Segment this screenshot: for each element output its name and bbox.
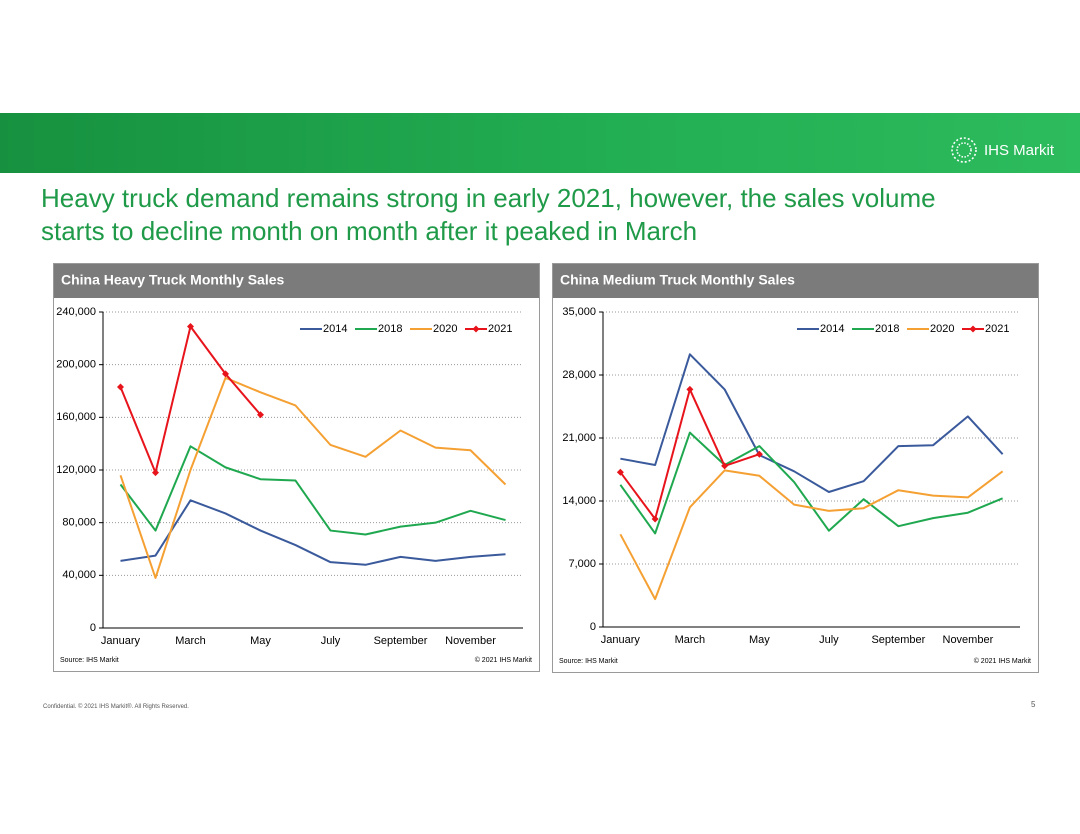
x-tick-label: March	[175, 635, 206, 647]
data-point	[187, 322, 194, 330]
legend-label: 2020	[433, 323, 457, 335]
x-tick-label: September	[871, 634, 925, 646]
x-tick-label: May	[749, 634, 770, 646]
y-tick-label: 0	[590, 621, 596, 633]
y-tick-label: 160,000	[56, 411, 96, 423]
series-line	[119, 376, 507, 579]
slide-title: Heavy truck demand remains strong in ear…	[41, 183, 936, 246]
legend-label: 2014	[323, 323, 347, 335]
legend-label: 2018	[378, 323, 402, 335]
x-tick-label: January	[601, 634, 641, 646]
series-line	[120, 499, 506, 566]
y-tick-label: 0	[90, 622, 96, 634]
y-tick-label: 14,000	[562, 495, 596, 507]
source-note: Source: IHS Markit	[60, 657, 119, 664]
legend-label: 2021	[985, 323, 1009, 335]
x-tick-label: May	[250, 635, 271, 647]
y-tick-label: 40,000	[62, 569, 96, 581]
legend-marker	[969, 325, 977, 333]
y-tick-label: 120,000	[56, 464, 96, 476]
series-line	[619, 469, 1004, 601]
legend-marker	[472, 325, 480, 333]
data-point	[721, 462, 729, 470]
series-line	[620, 353, 1004, 493]
chart-header	[553, 264, 1038, 298]
data-point	[651, 515, 659, 523]
data-point	[152, 469, 159, 477]
y-tick-label: 35,000	[562, 306, 596, 318]
x-tick-label: September	[374, 635, 428, 647]
logo-text: IHS Markit	[983, 141, 1054, 159]
chart-panel	[552, 263, 1039, 673]
data-point	[257, 411, 264, 419]
data-point	[117, 383, 124, 391]
logo: IHS Markit	[949, 135, 1054, 165]
page-number: 5	[1031, 700, 1036, 709]
logo-icon	[951, 137, 977, 163]
chart-panel	[53, 263, 540, 672]
y-tick-label: 80,000	[62, 517, 96, 529]
legend-label: 2014	[820, 323, 844, 335]
y-tick-label: 240,000	[56, 306, 96, 318]
x-tick-label: January	[101, 635, 141, 647]
data-point	[755, 450, 763, 458]
x-tick-label: July	[819, 634, 839, 646]
header-band	[0, 113, 1080, 173]
data-point	[222, 370, 229, 378]
x-tick-label: March	[675, 634, 706, 646]
series-line	[119, 445, 506, 536]
y-tick-label: 21,000	[562, 432, 596, 444]
x-tick-label: July	[321, 635, 341, 647]
chart-title: China Medium Truck Monthly Sales	[560, 272, 795, 288]
chart-header	[54, 264, 539, 298]
series-line	[619, 431, 1004, 535]
copyright-note: © 2021 IHS Markit	[475, 656, 532, 664]
y-tick-label: 28,000	[562, 369, 596, 381]
data-point	[616, 468, 624, 476]
chart-title: China Heavy Truck Monthly Sales	[61, 272, 285, 288]
source-note: Source: IHS Markit	[559, 658, 618, 665]
x-tick-label: November	[943, 634, 994, 646]
copyright-note: © 2021 IHS Markit	[974, 657, 1031, 665]
legend-label: 2021	[488, 323, 512, 335]
legend-label: 2018	[875, 323, 899, 335]
legend-label: 2020	[930, 323, 954, 335]
y-tick-label: 200,000	[56, 359, 96, 371]
y-tick-label: 7,000	[568, 558, 596, 570]
confidential-note: Confidential. © 2021 IHS Markit®. All Ri…	[43, 704, 189, 710]
x-tick-label: November	[445, 635, 496, 647]
data-point	[686, 385, 694, 393]
